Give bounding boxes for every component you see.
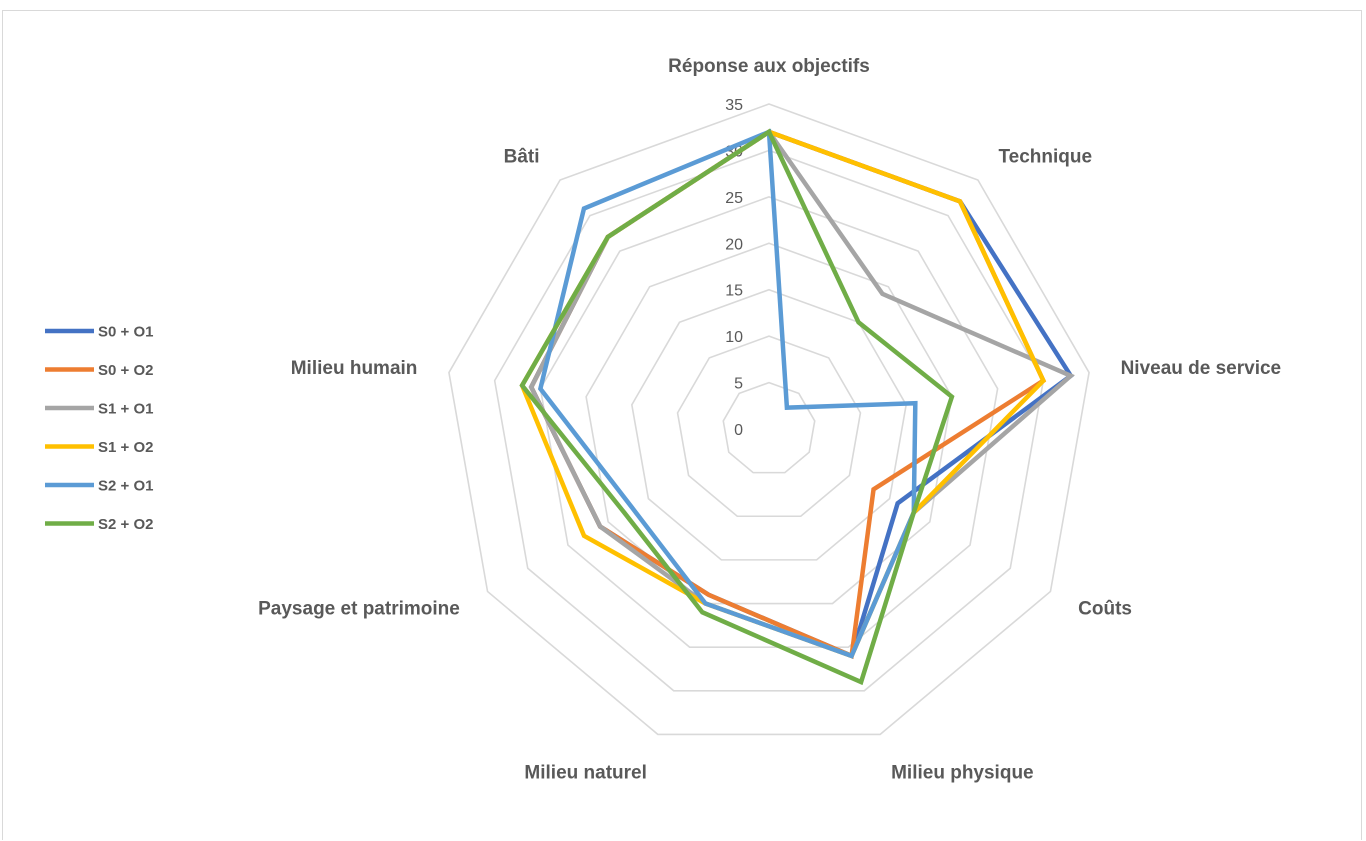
grid-ring-25 [539, 196, 999, 648]
category-label: Réponse aux objectifs [668, 56, 870, 77]
grid-ring-30 [493, 149, 1045, 692]
series-line-3 [528, 128, 1075, 659]
category-label: Paysage et patrimoine [258, 599, 460, 620]
grid-ring-20 [585, 242, 953, 605]
radar-grid [448, 103, 1090, 736]
chart-area: 0 5 10 15 20 25 30 35 Réponse aux objectifs Tech… [2, 10, 1362, 840]
category-label: Milieu humain [291, 358, 418, 379]
radial-tick-label: 35 [725, 97, 743, 114]
legend-entry: S0 + O1 [98, 324, 153, 341]
series-lines [519, 128, 1075, 686]
series-line-6 [519, 128, 955, 686]
grid-ring-35 [448, 103, 1090, 736]
legend-entry: S2 + O1 [98, 478, 153, 495]
category-label: Technique [998, 147, 1092, 168]
grid-ring-10 [676, 335, 862, 518]
radial-tick-label: 10 [725, 329, 743, 346]
category-label: Niveau de service [1121, 358, 1282, 379]
category-label: Coûts [1078, 599, 1132, 620]
grid-ring-15 [630, 288, 908, 561]
category-label: Bâti [504, 147, 540, 168]
category-label: Milieu naturel [524, 762, 646, 783]
radial-tick-label: 5 [734, 376, 743, 393]
legend-entry: S0 + O2 [98, 362, 153, 379]
series-line-1 [528, 129, 1074, 659]
radial-tick-label: 0 [734, 422, 743, 439]
legend-entry: S1 + O1 [98, 401, 153, 418]
radial-tick-label: 25 [725, 190, 743, 207]
legend: S0 + O1 S0 + O2 S1 + O1 S1 + O2 S2 + O1 S2 + … [45, 324, 153, 533]
radial-tick-label: 20 [725, 236, 743, 253]
radial-tick-label: 15 [725, 283, 743, 300]
legend-entry: S2 + O2 [98, 516, 153, 533]
series-line-4 [519, 129, 1047, 659]
legend-entry: S1 + O2 [98, 439, 153, 456]
category-label: Milieu physique [891, 762, 1034, 783]
category-labels: Réponse aux objectifs Technique Niveau de … [258, 56, 1281, 783]
series-line-5 [537, 128, 918, 659]
